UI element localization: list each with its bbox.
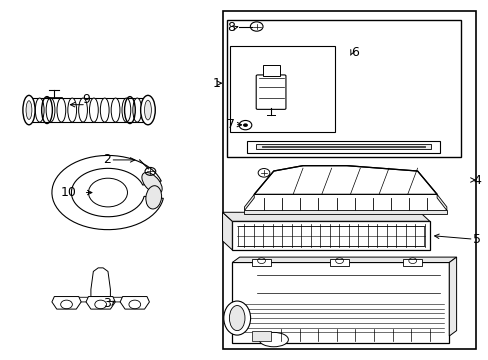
FancyBboxPatch shape <box>256 75 285 109</box>
Polygon shape <box>222 212 232 250</box>
Bar <box>329 259 348 266</box>
Ellipse shape <box>224 301 250 335</box>
Polygon shape <box>254 166 436 194</box>
Ellipse shape <box>35 98 44 122</box>
Bar <box>402 259 422 266</box>
Ellipse shape <box>46 98 55 122</box>
Polygon shape <box>222 212 429 221</box>
Bar <box>251 330 271 341</box>
Ellipse shape <box>26 101 32 120</box>
Polygon shape <box>244 211 446 214</box>
Polygon shape <box>448 257 456 336</box>
Ellipse shape <box>145 186 161 209</box>
Ellipse shape <box>229 306 244 330</box>
Ellipse shape <box>141 95 155 125</box>
Ellipse shape <box>122 98 130 122</box>
Ellipse shape <box>142 172 162 194</box>
Polygon shape <box>436 194 446 211</box>
Bar <box>232 221 429 250</box>
Ellipse shape <box>111 98 120 122</box>
Circle shape <box>243 123 247 127</box>
Polygon shape <box>86 297 115 309</box>
Text: 5: 5 <box>472 233 480 246</box>
Bar <box>227 21 461 157</box>
Ellipse shape <box>89 98 98 122</box>
Ellipse shape <box>79 98 87 122</box>
Polygon shape <box>66 297 135 302</box>
Polygon shape <box>120 297 149 309</box>
Circle shape <box>88 178 127 207</box>
Bar <box>238 226 423 246</box>
Ellipse shape <box>23 95 35 125</box>
Polygon shape <box>52 297 81 309</box>
Bar <box>222 12 475 348</box>
Ellipse shape <box>144 100 151 120</box>
Bar <box>262 65 280 76</box>
Ellipse shape <box>57 98 65 122</box>
Ellipse shape <box>133 98 142 122</box>
Polygon shape <box>52 156 163 230</box>
Text: 7: 7 <box>227 118 235 131</box>
Polygon shape <box>232 257 456 262</box>
Ellipse shape <box>68 98 77 122</box>
Ellipse shape <box>100 98 109 122</box>
Bar <box>232 262 448 343</box>
Text: 4: 4 <box>472 174 480 186</box>
Bar <box>261 146 424 147</box>
Bar <box>246 140 439 153</box>
Bar <box>229 45 334 132</box>
Text: 3: 3 <box>103 297 111 310</box>
Bar <box>255 144 430 149</box>
Text: 8: 8 <box>227 21 235 34</box>
Text: 1: 1 <box>212 77 220 90</box>
Text: 6: 6 <box>350 46 358 59</box>
Polygon shape <box>91 268 110 297</box>
Bar <box>251 259 271 266</box>
Text: 9: 9 <box>82 93 90 106</box>
Text: 10: 10 <box>61 186 76 199</box>
Text: 2: 2 <box>103 153 111 166</box>
Ellipse shape <box>259 332 288 347</box>
Polygon shape <box>244 194 254 211</box>
